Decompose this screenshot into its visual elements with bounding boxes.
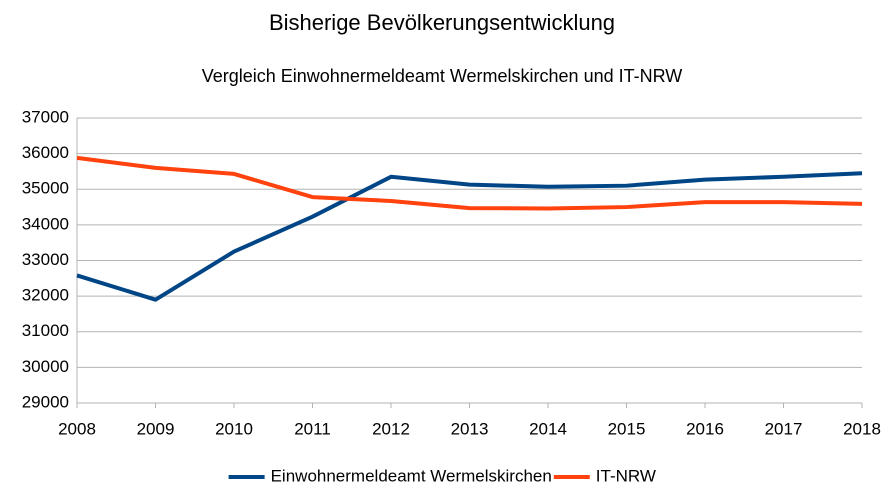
legend-label: Einwohnermeldeamt Wermelskirchen	[271, 466, 552, 485]
y-tick-label: 32000	[22, 286, 69, 305]
y-tick-label: 30000	[22, 357, 69, 376]
y-tick-label: 31000	[22, 321, 69, 340]
x-tick-label: 2016	[686, 419, 724, 438]
y-tick-label: 35000	[22, 179, 69, 198]
line-series	[76, 171, 863, 302]
x-tick-label: 2010	[215, 419, 253, 438]
x-tick-label: 2011	[294, 419, 331, 438]
x-tick-label: 2015	[608, 419, 646, 438]
x-tick-label: 2018	[843, 419, 881, 438]
y-tick-label: 34000	[22, 214, 69, 233]
line-series	[76, 155, 863, 211]
x-tick-label: 2009	[137, 419, 175, 438]
chart-title: Bisherige Bevölkerungsentwicklung	[269, 10, 615, 35]
y-tick-label: 37000	[22, 107, 69, 126]
x-tick-label: 2008	[58, 419, 96, 438]
y-tick-label: 33000	[22, 250, 69, 269]
x-tick-label: 2014	[529, 419, 567, 438]
x-tick-label: 2017	[765, 419, 803, 438]
x-tick-label: 2013	[451, 419, 489, 438]
legend-label: IT-NRW	[596, 466, 656, 485]
y-tick-label: 29000	[22, 392, 69, 411]
y-tick-label: 36000	[22, 143, 69, 162]
chart-subtitle: Vergleich Einwohnermeldeamt Wermelskirch…	[202, 66, 683, 86]
x-tick-label: 2012	[372, 419, 410, 438]
